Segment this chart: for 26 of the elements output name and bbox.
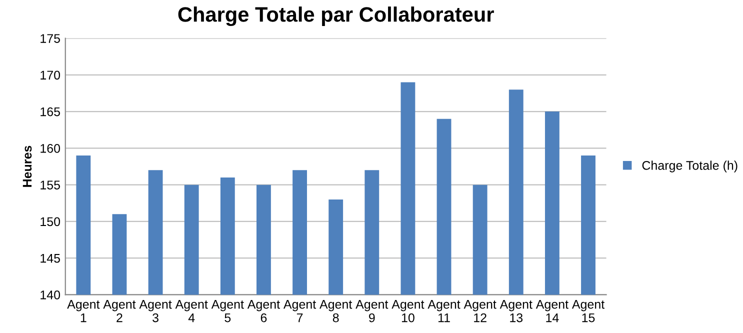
y-tick-label: 140	[40, 290, 60, 300]
x-tick-label: Agent 14	[536, 300, 568, 322]
x-tick-label: Agent 12	[464, 300, 496, 322]
legend-label: Charge Totale (h)	[642, 160, 738, 172]
x-tick-label: Agent 2	[103, 300, 136, 322]
x-tick-label: Agent 3	[139, 300, 172, 322]
x-tick-label: Agent 10	[392, 300, 424, 322]
chart-title: Charge Totale par Collaborateur	[178, 6, 494, 26]
x-tick-label: Agent 7	[283, 300, 316, 322]
y-tick-label: 155	[40, 180, 60, 190]
x-tick-label: Agent 8	[320, 300, 352, 322]
x-tick-label: Agent 11	[428, 300, 460, 322]
x-tick-label: Agent 4	[175, 300, 208, 322]
y-tick-label: 145	[40, 254, 60, 263]
x-tick-label: Agent 9	[356, 300, 388, 322]
y-tick-label: 165	[40, 107, 60, 116]
x-tick-label: Agent 5	[211, 300, 244, 322]
x-tick-label: Agent 13	[500, 300, 532, 322]
y-tick-label: 160	[40, 144, 60, 153]
x-tick-label: Agent 15	[572, 300, 604, 322]
x-tick-label: Agent 1	[67, 300, 100, 322]
y-axis-title: Heures	[22, 146, 32, 187]
y-tick-label: 150	[40, 217, 60, 226]
y-tick-label: 175	[40, 34, 60, 43]
y-tick-label: 170	[40, 70, 60, 80]
x-tick-label: Agent 6	[247, 300, 280, 322]
